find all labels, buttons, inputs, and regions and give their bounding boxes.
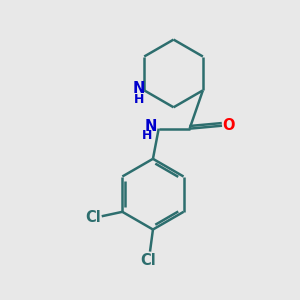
Text: H: H [134,93,144,106]
Text: Cl: Cl [85,210,101,225]
Text: H: H [142,129,153,142]
Text: O: O [222,118,235,133]
Text: Cl: Cl [141,253,156,268]
Text: N: N [145,119,157,134]
Text: N: N [133,81,145,96]
